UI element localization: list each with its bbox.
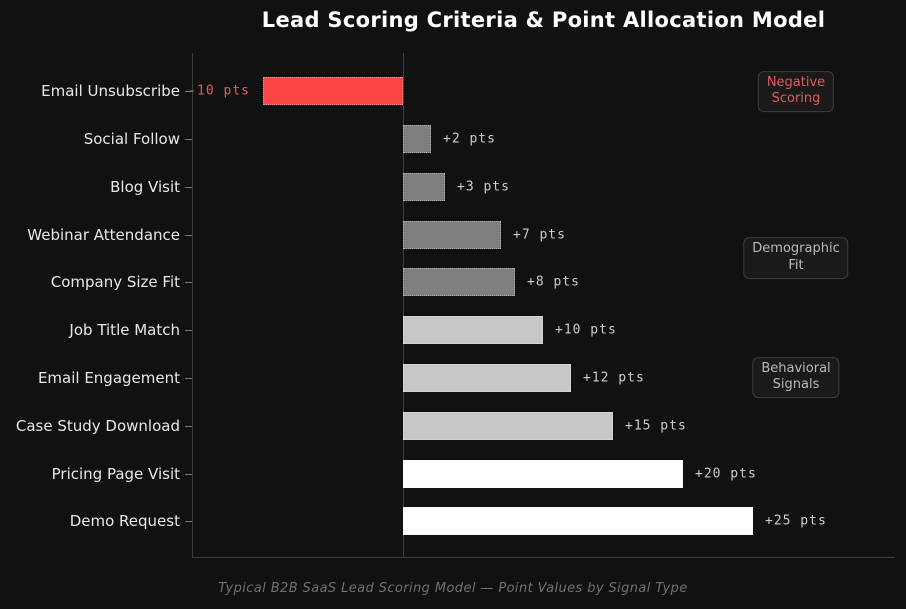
y-tick (185, 234, 192, 236)
bar (403, 411, 613, 440)
category-label: Demo Request (69, 512, 180, 531)
y-tick (185, 282, 192, 284)
category-label: Blog Visit (110, 177, 180, 196)
value-label: +15 pts (625, 418, 687, 434)
value-label: +12 pts (583, 370, 645, 386)
annotation-negative-scoring: Negative Scoring (757, 70, 835, 113)
chart-caption: Typical B2B SaaS Lead Scoring Model — Po… (218, 581, 688, 596)
annotation-line: Negative (766, 74, 826, 90)
bar (403, 507, 753, 536)
bar (403, 125, 431, 153)
bar (403, 316, 543, 345)
category-label: Social Follow (83, 130, 180, 148)
annotation-line: Behavioral (761, 360, 831, 376)
value-label: +8 pts (527, 274, 580, 290)
y-tick (185, 91, 192, 93)
annotation-line: Signals (772, 377, 820, 393)
y-tick (185, 425, 192, 427)
chart-title: Lead Scoring Criteria & Point Allocation… (261, 8, 826, 32)
annotation-demographic-fit: Demographic Fit (743, 237, 849, 279)
zero-baseline (403, 53, 404, 557)
y-tick (185, 521, 192, 523)
y-tick (185, 139, 192, 140)
y-tick (185, 330, 192, 332)
bar (403, 459, 683, 488)
category-label: Job Title Match (69, 321, 180, 340)
y-tick (185, 186, 192, 188)
bar (403, 364, 571, 392)
value-label: +7 pts (513, 227, 566, 243)
category-label: Email Unsubscribe (41, 82, 180, 101)
value-label: +20 pts (695, 466, 757, 482)
annotation-line: Fit (788, 258, 804, 273)
category-label: Pricing Page Visit (51, 464, 180, 483)
category-label: Email Engagement (37, 369, 180, 387)
annotation-behavioral-signals: Behavioral Signals (752, 356, 840, 399)
category-label: Webinar Attendance (27, 225, 180, 244)
annotation-line: Scoring (771, 91, 821, 107)
value-label: -10 pts (188, 83, 250, 99)
category-label: Company Size Fit (50, 273, 180, 292)
y-axis-line (192, 53, 193, 557)
bar (403, 220, 501, 249)
value-label: +2 pts (443, 131, 496, 147)
value-label: +3 pts (457, 179, 510, 195)
annotation-line: Demographic (752, 241, 840, 257)
x-axis-line (192, 557, 895, 558)
y-tick (185, 473, 192, 475)
value-label: +10 pts (555, 322, 617, 338)
bar (403, 172, 445, 201)
bar (403, 268, 515, 297)
value-label: +25 pts (765, 513, 827, 529)
bar (263, 77, 403, 106)
y-tick (185, 378, 192, 379)
category-label: Case Study Download (15, 416, 180, 435)
